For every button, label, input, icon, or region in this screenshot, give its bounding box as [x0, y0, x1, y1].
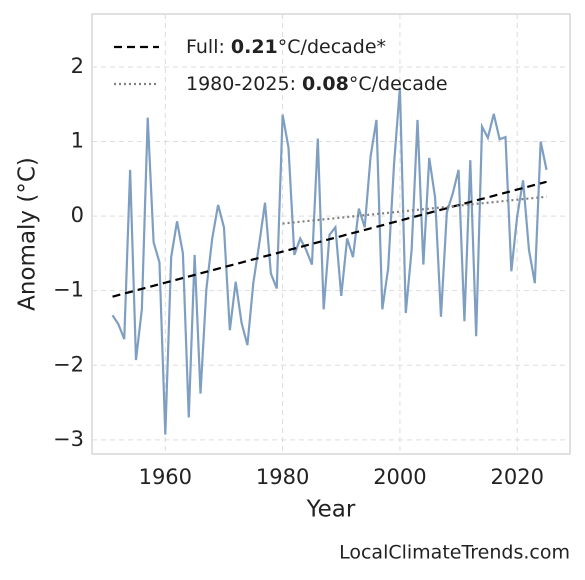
y-tick-label: 0: [71, 203, 84, 227]
trend-line: [282, 195, 547, 225]
trend-line: [112, 180, 547, 298]
legend-label: 1980-2025: 0.08°C/decade: [186, 73, 448, 95]
x-tick-label: 2000: [373, 465, 426, 489]
y-tick-label: −1: [53, 278, 84, 302]
legend-suffix: °C/decade*: [278, 36, 386, 58]
legend-label: Full: 0.21°C/decade*: [186, 36, 386, 58]
x-tick-label: 1960: [139, 465, 192, 489]
y-tick-label: −3: [53, 427, 84, 451]
watermark: LocalClimateTrends.com: [339, 542, 570, 564]
x-tick-label: 2020: [490, 465, 543, 489]
legend-rate: 0.08: [302, 73, 349, 95]
legend-prefix: Full:: [186, 36, 225, 58]
y-axis-label: Anomaly (°C): [15, 157, 41, 311]
y-tick-label: 2: [71, 54, 84, 78]
legend-suffix: °C/decade: [349, 73, 448, 95]
x-tick-label: 1980: [256, 465, 309, 489]
legend-rate: 0.21: [231, 36, 278, 58]
y-tick-label: 1: [71, 129, 84, 153]
data-line: [111, 87, 548, 435]
y-tick-label: −2: [53, 352, 84, 376]
legend-prefix: 1980-2025:: [186, 73, 296, 95]
x-axis-label: Year: [306, 497, 356, 523]
